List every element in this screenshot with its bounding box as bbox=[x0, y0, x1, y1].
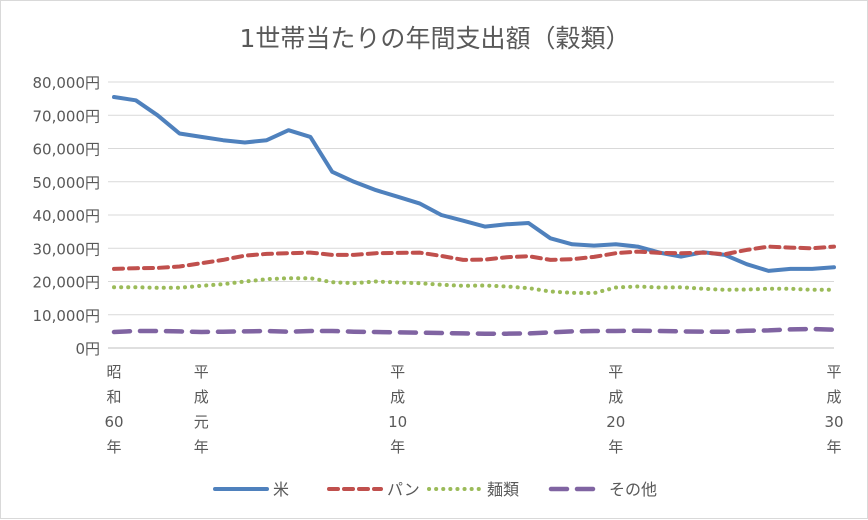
legend-label-1: パン bbox=[387, 480, 420, 499]
x-tick-label: 成 bbox=[608, 388, 623, 406]
legend-label-0: 米 bbox=[273, 480, 289, 499]
x-tick-label: 20 bbox=[606, 413, 625, 431]
y-tick-label: 70,000円 bbox=[33, 107, 101, 125]
x-tick-label: 和 bbox=[106, 388, 121, 406]
y-tick-label: 80,000円 bbox=[33, 74, 101, 92]
y-tick-label: 0円 bbox=[75, 340, 100, 358]
x-tick-label: 昭 bbox=[106, 363, 121, 381]
y-tick-label: 50,000円 bbox=[33, 174, 101, 192]
y-tick-label: 10,000円 bbox=[33, 307, 101, 325]
y-tick-label: 20,000円 bbox=[33, 274, 101, 292]
x-tick-label: 元 bbox=[194, 413, 209, 431]
x-tick-label: 年 bbox=[608, 438, 623, 456]
series-line-2 bbox=[112, 276, 836, 296]
x-tick-label: 30 bbox=[824, 413, 843, 431]
x-tick-label: 成 bbox=[826, 388, 841, 406]
series-line-3 bbox=[111, 326, 837, 336]
y-tick-label: 60,000円 bbox=[33, 141, 101, 159]
x-tick-label: 年 bbox=[390, 438, 405, 456]
x-tick-label: 成 bbox=[390, 388, 405, 406]
x-tick-label: 平 bbox=[608, 363, 623, 381]
x-tick-label: 成 bbox=[194, 388, 209, 406]
chart-title: 1世帯当たりの年間支出額（穀類） bbox=[239, 24, 631, 53]
x-tick-label: 10 bbox=[388, 413, 407, 431]
legend-label-2: 麺類 bbox=[487, 480, 519, 499]
x-tick-label: 60 bbox=[104, 413, 123, 431]
x-tick-label: 平 bbox=[194, 363, 209, 381]
series-line-0 bbox=[112, 95, 836, 273]
y-tick-label: 30,000円 bbox=[33, 240, 101, 258]
series-line-1 bbox=[112, 244, 836, 271]
x-tick-label: 年 bbox=[106, 438, 121, 456]
x-tick-label: 年 bbox=[194, 438, 209, 456]
legend-label-3: その他 bbox=[609, 480, 657, 499]
x-tick-label: 平 bbox=[826, 363, 841, 381]
x-tick-label: 平 bbox=[390, 363, 405, 381]
x-tick-label: 年 bbox=[826, 438, 841, 456]
y-tick-label: 40,000円 bbox=[33, 207, 101, 225]
